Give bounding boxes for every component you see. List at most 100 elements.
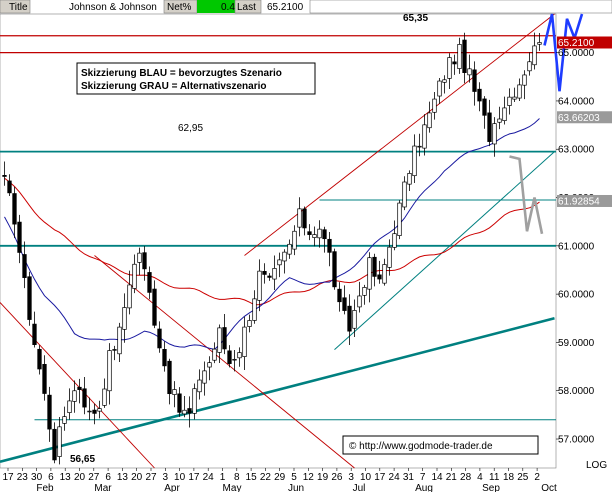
header-name: Johnson & Johnson [69,2,157,13]
moving-average-red [4,177,540,306]
moving-average-blue [4,118,540,350]
candle [517,78,522,101]
x-month-tick-feb: Feb [36,483,54,492]
candle [497,106,502,130]
x-month-tick-oct: Oct [541,483,557,492]
candle [172,381,177,408]
candle [332,248,337,290]
price-tag-ma-red-bg [557,194,612,207]
candle [287,239,292,259]
y-tick-label-7: 64.0000 [558,96,595,107]
y-tick-label-6: 63.0000 [558,145,595,156]
candle [177,387,182,417]
candle [427,101,432,133]
candle [402,176,407,211]
header-netpct-label: Net% [167,2,192,13]
x-day-tick-35: 18 [503,472,515,483]
candle [227,345,232,368]
netpct-value-cell [197,0,235,13]
candle [102,378,107,408]
x-month-tick-sep: Sep [482,483,500,492]
price-tag-last: 65.2100 [558,38,595,49]
header-netpct-value: 0.41 [221,2,241,13]
x-day-tick-11: 3 [163,472,169,483]
x-day-tick-5: 20 [74,472,86,483]
candle [107,343,112,405]
candle [197,369,202,400]
candle [512,87,517,103]
trendline-2 [334,151,555,351]
copyright-box: © http://www.godmode-trader.de [342,435,539,455]
candle [157,321,162,353]
candle [52,422,57,464]
legend-note-grey: Skizzierung GRAU = Alternativszenario [81,81,267,92]
candle [357,281,362,313]
x-day-tick-19: 29 [274,472,286,483]
trendlines [0,13,555,469]
candle [447,53,452,90]
candle [247,314,252,333]
trendline-0 [0,317,555,464]
title-cell [0,0,31,14]
candle [237,347,242,367]
candle [202,361,207,396]
x-day-tick-31: 21 [446,472,458,483]
legend-note-blue: Skizzierung BLAU = bevorzugtes Szenario [81,68,282,79]
level-label-high: 65,35 [403,13,428,24]
candle [217,324,222,363]
candle [92,403,97,425]
candle [372,253,377,287]
level-label-low: 56,65 [70,454,95,465]
header-title: Title [9,2,28,13]
candle [17,214,22,264]
candle [312,226,317,247]
x-day-tick-18: 22 [260,472,272,483]
candle [142,246,147,281]
candle [152,280,157,329]
trendline-1 [244,13,555,256]
x-day-tick-12: 10 [174,472,186,483]
candle [67,388,72,420]
candle [267,273,272,281]
candle [277,252,282,278]
candle [537,33,542,51]
y-tick-label-1: 58.0000 [558,386,595,397]
candle [117,322,122,362]
candle [342,285,347,315]
moving-averages [4,118,540,350]
price-tag-ma-blue-bg [557,111,612,124]
candle [472,61,477,106]
log-label: LOG [586,460,607,471]
x-day-tick-7: 6 [105,472,111,483]
candle [32,311,37,348]
candle [457,37,462,74]
candle [307,224,312,241]
candle [487,99,492,147]
candle [47,386,52,442]
plot-frame [0,13,557,469]
candle [82,376,87,415]
y-tick-label-4: 61.0000 [558,241,595,252]
price-tag-last-bg [557,36,612,49]
candle [232,350,237,372]
candle [462,32,467,84]
x-month-tick-mar: Mar [94,483,112,492]
candle [162,341,167,372]
candle [412,134,417,184]
trendline-4 [94,255,355,469]
candle [362,284,367,305]
x-day-tick-28: 31 [403,472,415,483]
x-day-tick-15: 1 [220,472,226,483]
candle [72,380,77,413]
candle [437,77,442,104]
x-day-tick-0: 17 [2,472,14,483]
scenario-blue-line [543,13,584,92]
x-month-tick-aug: Aug [415,483,433,492]
candle [262,263,267,284]
x-month-tick-jun: Jun [288,483,304,492]
scenario-sketches [509,13,584,235]
candle [192,383,197,420]
candle [147,266,152,300]
candle [407,170,412,191]
